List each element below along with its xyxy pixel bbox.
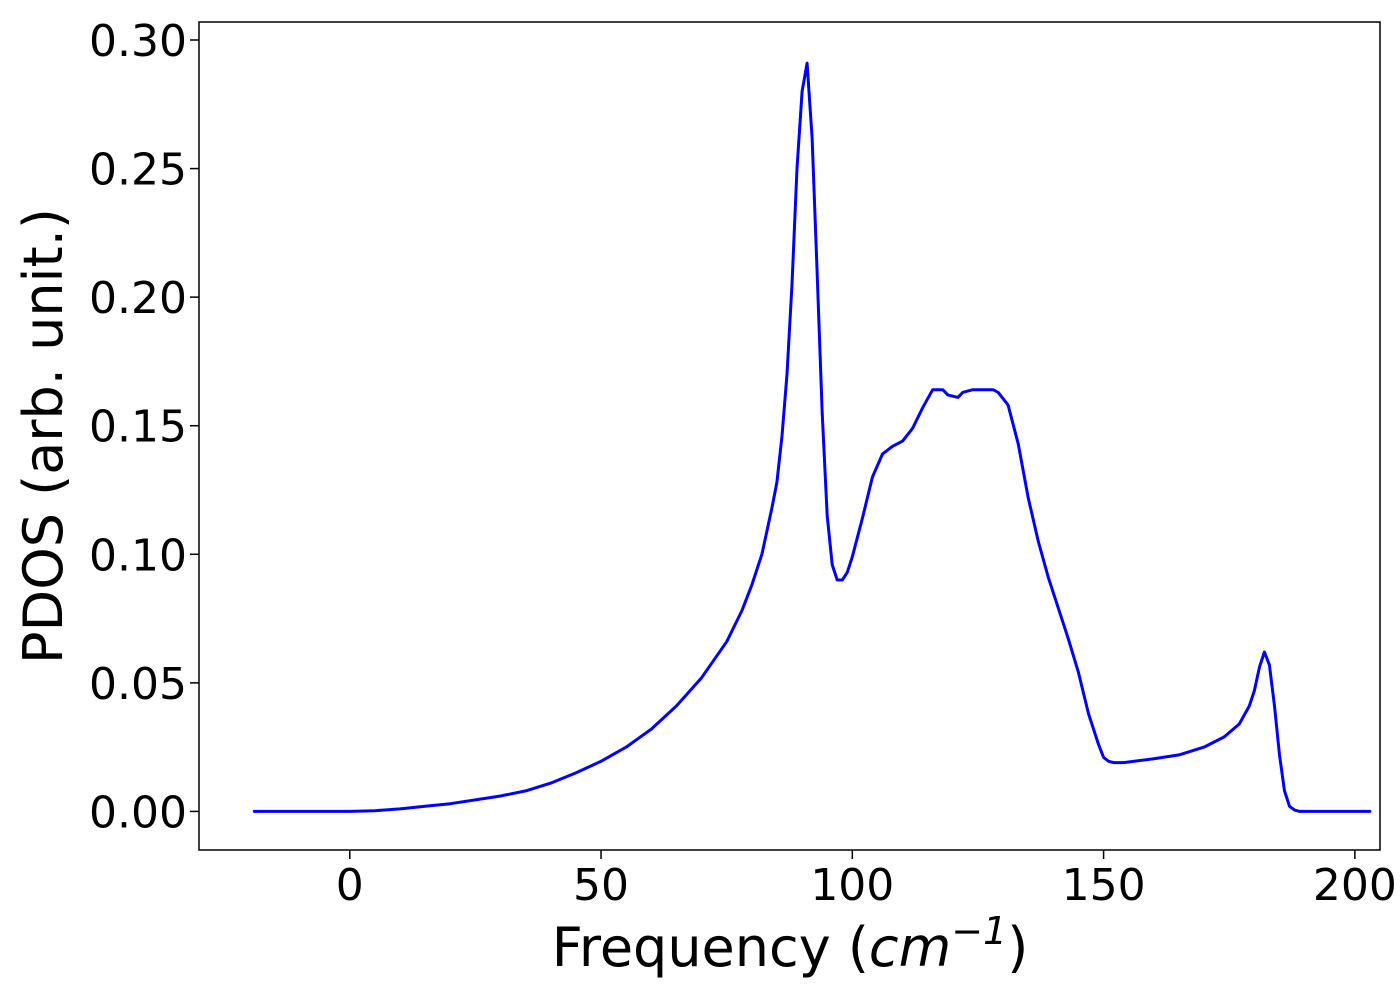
y-tick-label: 0.15 <box>89 402 187 453</box>
x-tick-label: 0 <box>336 860 364 911</box>
x-axis-label: Frequency (cm−1) <box>552 909 1029 979</box>
y-tick-label: 0.10 <box>89 530 187 581</box>
y-tick-label: 0.20 <box>89 273 187 324</box>
plot-frame <box>198 21 1381 851</box>
x-tick-label: 100 <box>810 860 894 911</box>
y-axis-label: PDOS (arb. unit.) <box>12 208 75 664</box>
x-axis-label-unit: cm <box>869 916 951 979</box>
x-axis-label-text: Frequency ( <box>552 916 869 979</box>
series-group <box>252 61 1372 813</box>
y-tick-label: 0.00 <box>89 787 187 838</box>
series-line-0 <box>252 61 1372 813</box>
x-tick-label: 200 <box>1313 860 1397 911</box>
y-tick-label: 0.05 <box>89 659 187 710</box>
x-tick-label: 150 <box>1062 860 1146 911</box>
x-axis-label-exponent: −1 <box>951 909 1007 953</box>
axis-ticks: 0 50 100 150 200 0.00 0.05 0.10 0.15 0.20 0.25 0.30 <box>89 16 1397 911</box>
x-tick-label: 50 <box>573 860 629 911</box>
y-tick-label: 0.25 <box>89 145 187 196</box>
x-axis-label-close: ) <box>1007 916 1028 979</box>
y-tick-label: 0.30 <box>89 16 187 67</box>
